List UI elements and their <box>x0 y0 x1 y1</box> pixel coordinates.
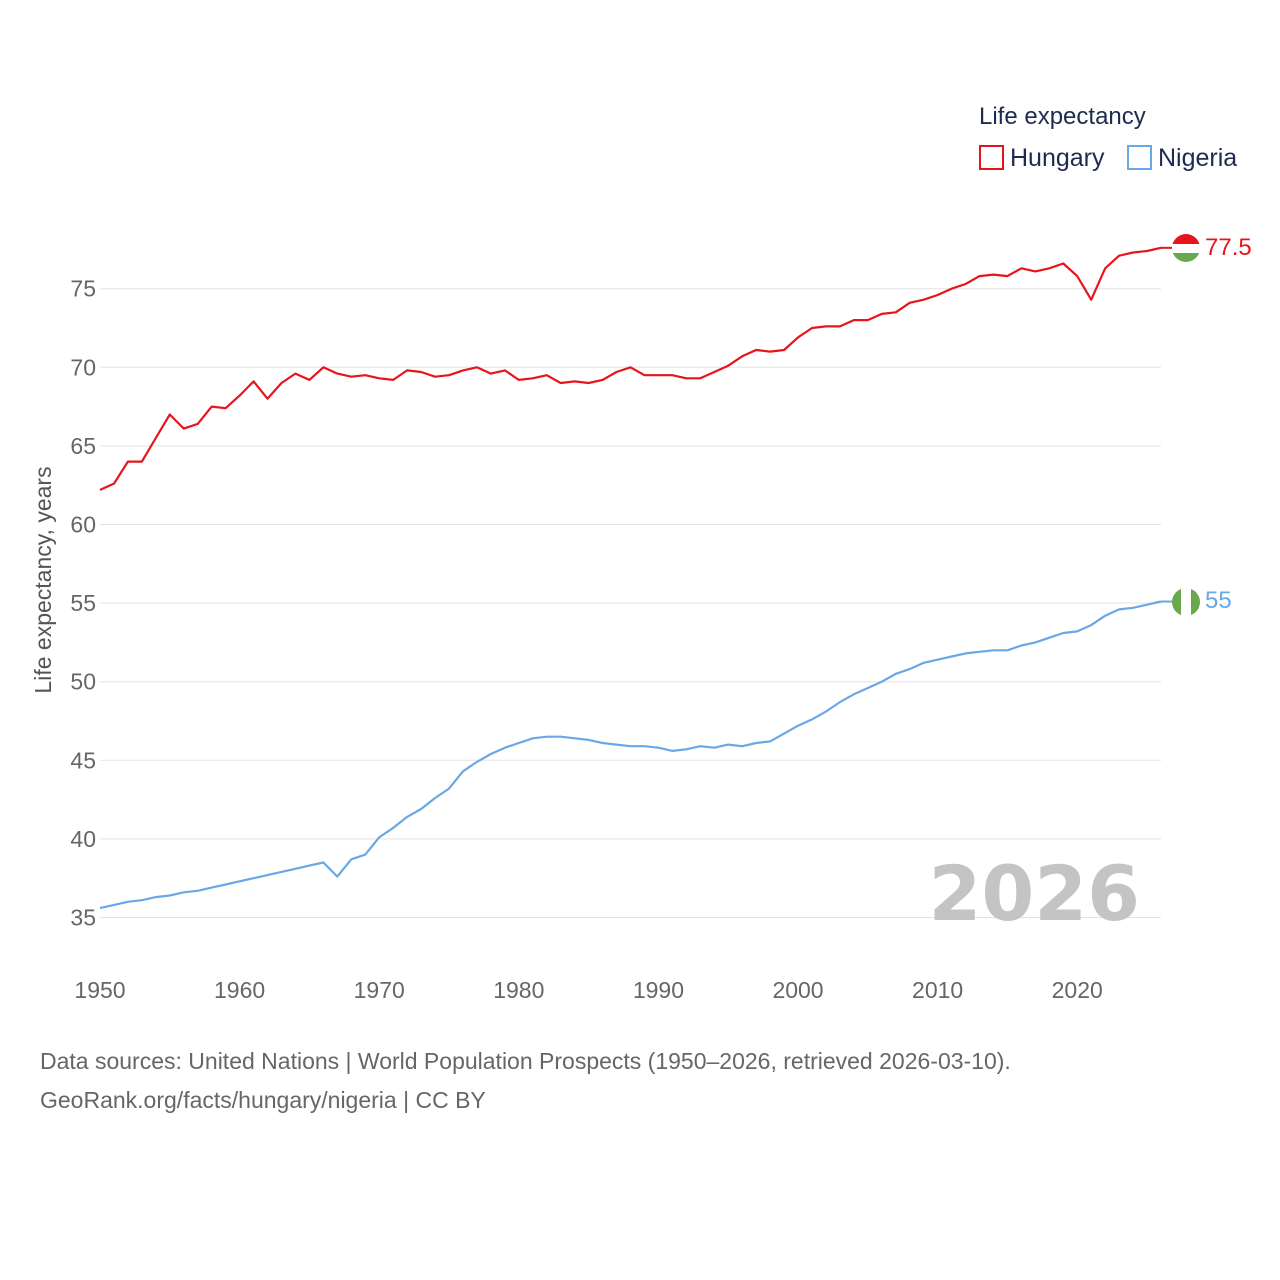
y-axis-label: Life expectancy, years <box>30 466 56 693</box>
x-tick-label: 2020 <box>1052 977 1103 1003</box>
attribution-text: GeoRank.org/facts/hungary/nigeria | CC B… <box>40 1087 486 1113</box>
legend-item-hungary[interactable]: Hungary <box>979 144 1105 172</box>
x-tick-label: 1990 <box>633 977 684 1003</box>
y-axis-ticks: 35 40 45 50 55 60 65 70 75 <box>70 276 96 931</box>
nigeria-end-marker: 55 <box>1172 587 1232 616</box>
legend: Life expectancy Hungary Nigeria <box>979 103 1237 172</box>
y-tick-label: 45 <box>70 747 96 773</box>
legend-label-nigeria: Nigeria <box>1158 144 1237 172</box>
data-sources-text: Data sources: United Nations | World Pop… <box>40 1048 1011 1074</box>
x-tick-label: 1950 <box>74 977 125 1003</box>
hungary-swatch <box>979 145 1004 170</box>
year-watermark: 2026 <box>928 849 1140 938</box>
y-tick-label: 50 <box>70 669 96 695</box>
grid-lines <box>100 288 1161 918</box>
series-line-hungary <box>99 246 1162 491</box>
footer: Data sources: United Nations | World Pop… <box>40 1042 1011 1120</box>
hungary-end-value: 77.5 <box>1205 234 1252 261</box>
x-tick-label: 2000 <box>772 977 823 1003</box>
y-tick-label: 60 <box>70 512 96 538</box>
y-tick-label: 70 <box>70 354 96 380</box>
x-tick-label: 1960 <box>214 977 265 1003</box>
x-tick-label: 1980 <box>493 977 544 1003</box>
hungary-flag-icon <box>1172 234 1200 262</box>
y-tick-label: 75 <box>70 276 96 302</box>
series-line-nigeria <box>99 600 1162 910</box>
nigeria-flag-icon <box>1172 588 1200 616</box>
series-lines <box>99 246 1172 910</box>
nigeria-swatch <box>1127 145 1152 170</box>
x-axis-ticks: 1950 1960 1970 1980 1990 2000 2010 2020 <box>74 977 1102 1003</box>
legend-title: Life expectancy <box>979 103 1146 130</box>
nigeria-end-value: 55 <box>1205 587 1232 614</box>
y-tick-label: 40 <box>70 826 96 852</box>
x-tick-label: 2010 <box>912 977 963 1003</box>
y-tick-label: 35 <box>70 905 96 931</box>
x-tick-label: 1970 <box>354 977 405 1003</box>
y-tick-label: 55 <box>70 590 96 616</box>
legend-label-hungary: Hungary <box>1010 144 1105 172</box>
legend-item-nigeria[interactable]: Nigeria <box>1127 144 1237 172</box>
hungary-end-marker: 77.5 <box>1172 234 1252 262</box>
y-tick-label: 65 <box>70 433 96 459</box>
life-expectancy-chart: 35 40 45 50 55 60 65 70 75 1950 1960 1970 1980 1990 2… <box>30 103 1252 1003</box>
